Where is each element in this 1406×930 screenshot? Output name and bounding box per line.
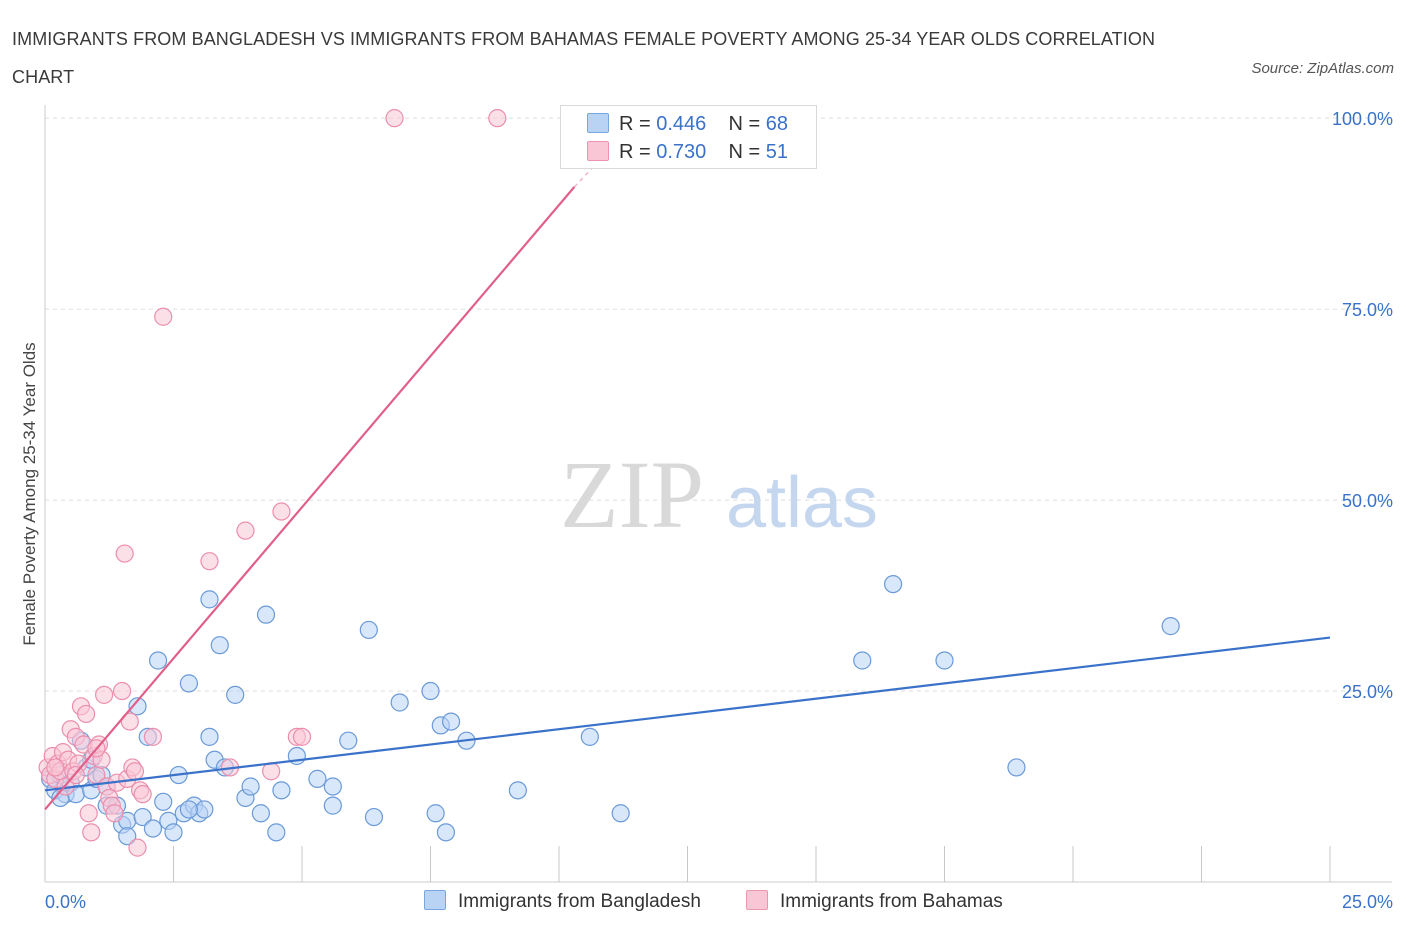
bangladesh-point [210,636,229,655]
bangladesh-point [339,731,358,750]
bangladesh-point [1161,617,1180,636]
bangladesh-point [200,590,219,609]
bahamas-point [128,838,147,857]
bahamas-point [79,804,98,823]
bangladesh-point [272,781,291,800]
bangladesh-point [323,796,342,815]
x-tick-label: 25.0% [1342,892,1393,912]
legend-r-value: 0.446 [656,113,707,135]
bahamas-point [200,552,219,571]
bangladesh-point [226,685,245,704]
legend-swatch-bahamas [587,141,609,161]
bahamas-point [120,712,139,731]
bangladesh-point [1007,758,1026,777]
bangladesh-point [421,681,440,701]
bahamas-point [292,727,312,746]
bahamas-point [82,823,101,842]
bahamas-point [95,685,114,704]
bangladesh-trend-line [44,636,1331,792]
legend-n-value: 68 [765,113,789,135]
bangladesh-point [853,651,872,670]
legend-r-label: R = [619,113,651,135]
bangladesh-point [883,574,903,594]
bahamas-point [236,521,255,540]
bahamas-point [143,727,163,746]
bahamas-point [77,704,96,724]
legend-swatch-bahamas [746,890,768,910]
bahamas-point [262,762,281,781]
bangladesh-point [164,823,183,842]
bangladesh-point [195,800,214,819]
legend-n-label: N = [728,113,761,135]
bangladesh-point [118,827,137,846]
bangladesh-point [128,697,147,716]
bangladesh-point [364,807,384,827]
bahamas-point [133,785,152,804]
bangladesh-point [580,727,599,746]
bahamas-point [154,307,173,326]
bahamas-point [46,758,65,777]
bangladesh-point [426,804,445,823]
bahamas-trend-line [44,186,576,811]
bangladesh-point [508,781,527,800]
bangladesh-point [154,792,173,811]
bahamas-point [488,109,507,128]
bangladesh-point [390,693,409,712]
correlation-legend: R = 0.446 N = 68 R = 0.730 N = 51 [560,105,817,169]
bangladesh-point [148,651,168,670]
bangladesh-point [323,777,342,796]
y-tick-label: 50.0% [1342,491,1393,511]
legend-row-bangladesh: R = 0.446 N = 68 [587,113,788,137]
grid-lines [45,117,1392,692]
source-label: Source: ZipAtlas.com [1251,60,1394,77]
legend-swatch-bangladesh [587,113,609,133]
legend-item-bahamas[interactable]: Immigrants from Bahamas [746,890,1003,913]
legend-n-label: N = [728,141,761,163]
bangladesh-point [251,804,270,823]
bangladesh-point [256,605,276,624]
legend-r-label: R = [619,141,651,163]
bangladesh-point [441,712,461,731]
legend-label: Immigrants from Bangladesh [458,891,701,912]
legend-row-bahamas: R = 0.730 N = 51 [587,141,788,165]
series-legend: Immigrants from Bangladesh Immigrants fr… [0,890,1406,914]
chart-title: IMMIGRANTS FROM BANGLADESH VS IMMIGRANTS… [12,29,1156,87]
y-tick-label: 75.0% [1342,300,1393,320]
x-tick-label: 0.0% [45,892,86,912]
bangladesh-point [436,823,456,842]
legend-item-bangladesh[interactable]: Immigrants from Bangladesh [424,890,701,913]
bangladesh-point [179,800,199,819]
bangladesh-point [308,769,327,788]
legend-n-value: 51 [765,141,789,163]
y-tick-label: 100.0% [1332,109,1393,129]
legend-swatch-bangladesh [424,890,446,910]
legend-r-value: 0.730 [656,141,707,163]
y-tick-label: 25.0% [1342,682,1393,702]
bangladesh-point [143,819,163,838]
bahamas-point [112,681,132,701]
bangladesh-point [359,620,378,640]
bahamas-point [125,762,145,781]
bangladesh-point [611,804,630,823]
bangladesh-point [200,727,219,746]
bahamas-point [105,804,124,823]
bangladesh-point [935,651,954,670]
watermark: ZIP atlas [560,441,878,548]
bangladesh-point [267,823,286,842]
watermark-atlas: atlas [726,463,878,543]
bangladesh-point [133,807,152,827]
bahamas-point [272,502,291,521]
tick-labels: 25.0% 50.0% 75.0% 100.0% 0.0% 25.0% [45,109,1393,912]
bahamas-point [385,109,404,128]
bahamas-point [115,544,134,563]
watermark-zip: ZIP [560,441,704,548]
legend-label: Immigrants from Bahamas [780,891,1003,912]
bangladesh-point [241,777,260,796]
bangladesh-point [179,674,199,693]
